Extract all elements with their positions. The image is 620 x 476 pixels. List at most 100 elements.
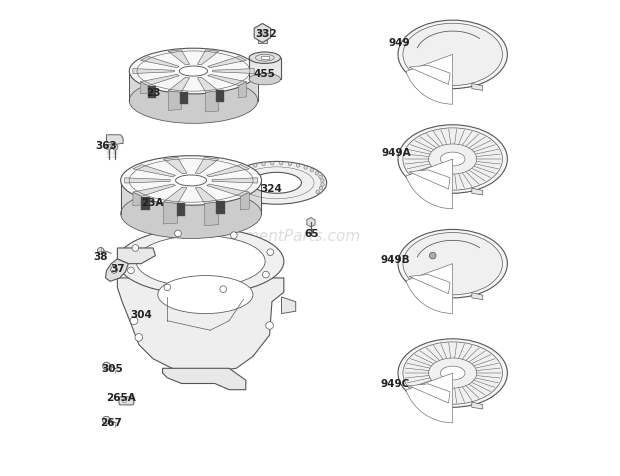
Wedge shape (406, 264, 453, 314)
Text: 949C: 949C (381, 378, 410, 388)
Ellipse shape (398, 21, 507, 89)
Text: 332: 332 (255, 29, 277, 39)
Ellipse shape (403, 24, 502, 86)
Polygon shape (168, 50, 190, 66)
Polygon shape (195, 188, 219, 204)
Circle shape (220, 286, 226, 293)
Circle shape (321, 183, 324, 187)
Polygon shape (307, 218, 315, 228)
Polygon shape (409, 66, 450, 85)
Text: 267: 267 (100, 417, 122, 427)
Circle shape (103, 362, 110, 370)
Circle shape (321, 179, 324, 183)
Polygon shape (141, 197, 149, 210)
Circle shape (231, 187, 234, 190)
Circle shape (280, 162, 283, 166)
Polygon shape (117, 248, 156, 264)
Circle shape (103, 416, 110, 424)
Ellipse shape (398, 339, 507, 407)
Circle shape (97, 248, 104, 255)
Ellipse shape (117, 228, 284, 295)
Circle shape (130, 317, 138, 325)
Text: 363: 363 (95, 140, 117, 150)
Ellipse shape (398, 230, 507, 298)
Circle shape (246, 167, 249, 170)
Polygon shape (472, 293, 483, 300)
Polygon shape (177, 203, 185, 217)
Polygon shape (241, 193, 249, 210)
Polygon shape (208, 75, 247, 87)
Circle shape (262, 272, 269, 278)
Polygon shape (206, 91, 219, 113)
Circle shape (296, 164, 300, 168)
Polygon shape (140, 57, 179, 69)
Text: 38: 38 (94, 251, 108, 261)
Polygon shape (472, 189, 483, 196)
Circle shape (319, 176, 322, 179)
Polygon shape (117, 278, 284, 373)
Circle shape (240, 169, 243, 173)
Polygon shape (107, 136, 123, 145)
Text: 265A: 265A (107, 392, 136, 402)
Polygon shape (281, 298, 296, 314)
Ellipse shape (129, 49, 258, 95)
Text: ReplacementParts.com: ReplacementParts.com (184, 228, 361, 243)
Polygon shape (206, 165, 249, 178)
Circle shape (266, 322, 273, 329)
Polygon shape (239, 82, 247, 99)
Circle shape (175, 230, 181, 237)
Polygon shape (164, 188, 187, 204)
Polygon shape (208, 57, 247, 69)
Polygon shape (162, 368, 246, 390)
Circle shape (315, 172, 319, 176)
Circle shape (231, 176, 234, 179)
Ellipse shape (403, 233, 502, 295)
Circle shape (132, 245, 139, 252)
Ellipse shape (440, 367, 465, 380)
Circle shape (106, 145, 112, 151)
Circle shape (231, 232, 237, 239)
Circle shape (316, 190, 319, 194)
Polygon shape (133, 165, 175, 178)
Circle shape (128, 268, 135, 274)
Polygon shape (133, 69, 174, 74)
Polygon shape (119, 397, 134, 405)
Circle shape (304, 167, 308, 170)
Polygon shape (140, 82, 148, 95)
Circle shape (234, 172, 238, 176)
Text: 949B: 949B (381, 254, 410, 264)
Polygon shape (148, 87, 156, 99)
Polygon shape (140, 75, 179, 87)
Ellipse shape (252, 173, 301, 194)
Polygon shape (472, 84, 483, 91)
Polygon shape (205, 202, 219, 226)
Text: 304: 304 (130, 309, 152, 319)
Polygon shape (197, 50, 219, 66)
Ellipse shape (158, 276, 253, 314)
Polygon shape (164, 158, 187, 174)
Text: 37: 37 (110, 264, 125, 274)
Polygon shape (125, 178, 170, 184)
Polygon shape (409, 170, 450, 189)
Circle shape (270, 162, 274, 166)
Circle shape (288, 163, 291, 166)
Polygon shape (213, 69, 254, 74)
Ellipse shape (398, 126, 507, 194)
Polygon shape (216, 90, 224, 102)
Ellipse shape (249, 74, 280, 86)
Ellipse shape (227, 162, 327, 205)
Ellipse shape (403, 342, 502, 404)
Circle shape (111, 267, 117, 274)
Circle shape (229, 183, 232, 187)
Polygon shape (206, 185, 249, 197)
Ellipse shape (403, 129, 502, 191)
Ellipse shape (121, 189, 262, 239)
Polygon shape (254, 24, 271, 43)
Polygon shape (180, 93, 188, 104)
Text: 65: 65 (304, 228, 319, 238)
Polygon shape (197, 78, 219, 93)
Text: 324: 324 (260, 183, 282, 193)
Text: 305: 305 (102, 364, 123, 374)
Text: 455: 455 (254, 69, 276, 79)
Circle shape (310, 169, 314, 173)
